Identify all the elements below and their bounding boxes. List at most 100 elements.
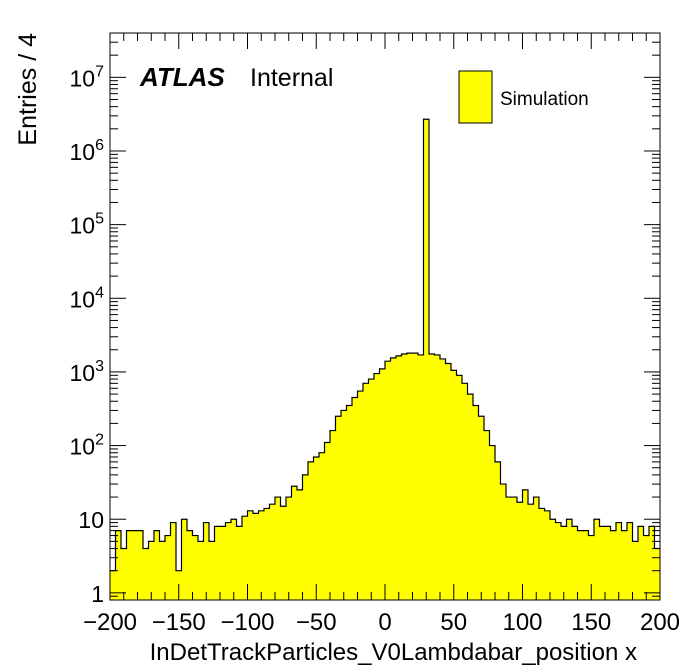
- y-tick-label: 104: [70, 284, 105, 312]
- histogram-bar: [522, 489, 529, 600]
- histogram-bar: [588, 535, 595, 600]
- histogram-bar: [357, 391, 364, 600]
- legend: Simulation: [458, 70, 589, 124]
- histogram-bar: [390, 357, 397, 600]
- y-tick-label: 103: [70, 358, 105, 386]
- histogram-bar: [445, 363, 452, 600]
- histogram-bar: [165, 535, 171, 600]
- histogram-bar: [478, 416, 485, 600]
- histogram-bar: [110, 570, 116, 600]
- histogram-bar: [330, 430, 336, 600]
- histogram-bar: [407, 353, 413, 600]
- histogram-bar: [643, 535, 650, 600]
- x-tick-label: −50: [296, 609, 337, 636]
- histogram-bar: [572, 526, 578, 600]
- histogram-bar: [143, 548, 149, 600]
- histogram-bar: [401, 354, 408, 600]
- histogram-bars: [110, 118, 661, 600]
- axis-ticks: [109, 32, 661, 601]
- histogram-bar: [132, 530, 138, 600]
- histogram-bar: [236, 526, 243, 600]
- histogram-bar: [214, 526, 221, 600]
- histogram-bar: [577, 530, 584, 600]
- histogram-bar: [495, 461, 501, 600]
- histogram-bar: [291, 486, 298, 600]
- histogram-bar: [621, 530, 628, 600]
- histogram-bar: [385, 361, 391, 600]
- histogram-bar: [286, 497, 292, 600]
- histogram-bar: [638, 526, 644, 600]
- histogram-bar: [225, 522, 232, 600]
- x-axis-label: InDetTrackParticles_V0Lambdabar_position…: [150, 639, 637, 666]
- histogram-bar: [297, 489, 303, 600]
- histogram-bar: [275, 497, 281, 600]
- histogram-bar: [319, 452, 325, 600]
- histogram-bar: [500, 484, 507, 600]
- histogram-bar: [231, 519, 237, 600]
- histogram-bar: [467, 394, 474, 600]
- histogram-bar: [412, 353, 419, 600]
- histogram-bar: [462, 383, 468, 600]
- histogram-bar: [115, 530, 122, 600]
- histogram-bar: [599, 526, 606, 600]
- histogram-bar: [247, 510, 254, 600]
- histogram-bar: [610, 530, 617, 600]
- histogram-bar: [181, 519, 188, 600]
- atlas-sublabel: Internal: [250, 64, 333, 92]
- histogram-bar: [583, 530, 589, 600]
- histogram-bar: [418, 354, 424, 600]
- x-tick-label: −100: [220, 609, 274, 636]
- y-tick-label: 105: [70, 211, 105, 239]
- histogram-bar: [269, 504, 276, 600]
- histogram-bar: [154, 530, 160, 600]
- histogram-bar: [264, 508, 270, 600]
- x-tick-label: −200: [83, 609, 137, 636]
- histogram-bar: [484, 430, 490, 600]
- y-tick-labels: 1 10 102 103 104 105 106 107: [70, 63, 105, 607]
- x-tick-label: 200: [640, 609, 680, 636]
- histogram-bar: [555, 522, 562, 600]
- histogram-bar: [605, 526, 611, 600]
- histogram-bar: [220, 526, 226, 600]
- histogram-bar: [434, 354, 441, 600]
- histogram-bar: [126, 530, 133, 600]
- histogram-bar: [242, 516, 248, 600]
- histogram-bar: [346, 405, 353, 600]
- histogram-bar: [352, 397, 358, 600]
- histogram-bar: [511, 497, 518, 600]
- histogram-bar: [368, 379, 375, 600]
- legend-entry-simulation: Simulation: [500, 89, 589, 110]
- histogram-bar: [258, 510, 265, 600]
- histogram-bar: [528, 504, 534, 600]
- histogram-bar: [209, 541, 215, 600]
- x-tick-label: 50: [440, 609, 467, 636]
- histogram-bar: [627, 522, 633, 600]
- histogram-outline: [110, 118, 660, 572]
- histogram-bar: [302, 474, 309, 600]
- histogram-bar: [396, 355, 402, 600]
- histogram-bar: [544, 510, 551, 600]
- histogram-bar: [170, 522, 177, 600]
- histogram-bar: [313, 456, 320, 600]
- histogram-bar: [517, 502, 523, 600]
- histogram-bar: [533, 497, 540, 600]
- histogram-bar: [308, 461, 314, 600]
- histogram-bar: [566, 519, 573, 600]
- x-tick-label: 0: [378, 609, 391, 636]
- histogram-bar: [324, 442, 331, 600]
- y-tick-label: 106: [70, 137, 105, 165]
- histogram-bar: [654, 548, 661, 600]
- y-axis-label: Entries / 4: [14, 33, 42, 146]
- histogram-bar: [506, 497, 512, 600]
- histogram-bar: [451, 370, 457, 600]
- y-tick-label: 102: [70, 432, 105, 460]
- histogram-bar: [253, 513, 259, 600]
- x-tick-label: −150: [152, 609, 206, 636]
- histogram-bar: [280, 506, 287, 600]
- histogram-bar: [379, 368, 386, 600]
- histogram-bar: [594, 519, 600, 600]
- histogram-bar: [203, 522, 210, 600]
- legend-swatch: [458, 70, 493, 124]
- histogram-bar: [616, 522, 622, 600]
